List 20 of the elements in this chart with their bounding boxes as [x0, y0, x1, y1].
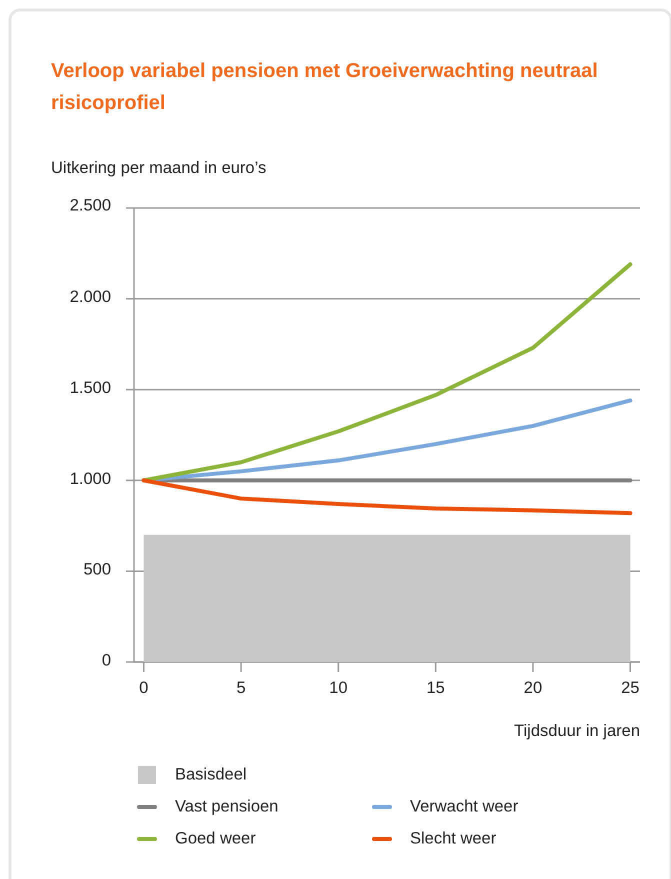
legend-label: Slecht weer: [410, 829, 497, 848]
y-axis-title: Uitkering per maand in euro’s: [51, 159, 266, 177]
x-axis-title: Tijdsduur in jaren: [514, 722, 640, 740]
chart-title: Verloop variabel pensioen met Groeiverwachting neutraal risicoprofiel: [51, 60, 598, 114]
x-tick-label: 10: [329, 679, 348, 697]
x-tick-label: 25: [621, 679, 640, 697]
y-tick-label: 1.000: [70, 470, 111, 488]
y-tick-label: 2.500: [70, 196, 111, 214]
x-tick-label: 15: [426, 679, 445, 697]
y-tick-label: 500: [83, 560, 111, 579]
y-tick-label: 0: [102, 651, 111, 670]
x-tick-label: 0: [139, 679, 148, 697]
x-tick-label: 20: [524, 679, 542, 697]
legend-label: Vast pensioen: [175, 797, 278, 816]
legend-label: Verwacht weer: [410, 797, 519, 816]
x-tick-label: 5: [236, 679, 246, 697]
y-tick-label: 1.500: [70, 378, 111, 397]
y-tick-label: 2.000: [70, 288, 111, 306]
legend-label: Goed weer: [175, 829, 256, 848]
legend-label: Basisdeel: [175, 765, 247, 784]
